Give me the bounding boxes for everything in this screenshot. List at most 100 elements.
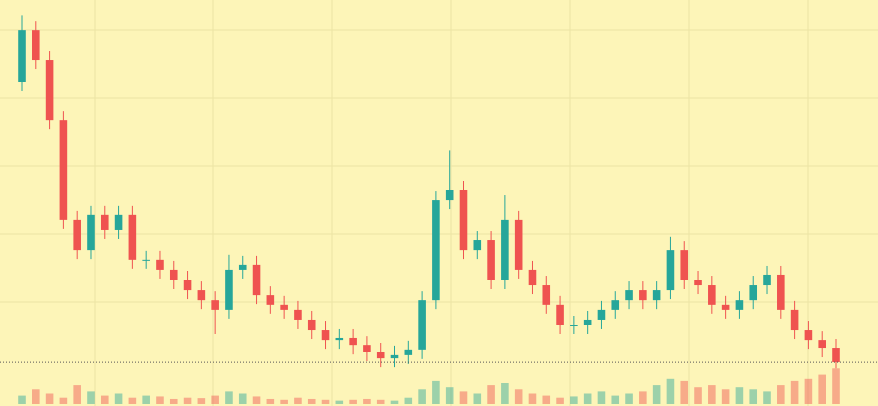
volume-bar (156, 396, 164, 404)
candle-body (804, 330, 813, 341)
candle-body (432, 200, 440, 301)
candle-body (542, 285, 551, 305)
volume-bar (501, 383, 509, 404)
volume-bar (473, 393, 482, 404)
candle-body (252, 264, 261, 296)
volume-bar (18, 395, 26, 404)
candle-body (169, 269, 178, 280)
candle-body (556, 304, 564, 325)
volume-bar (321, 399, 330, 404)
candle-body (376, 352, 385, 359)
volume-bar (583, 393, 592, 404)
candle-body (528, 269, 537, 286)
volume-bar (238, 393, 247, 404)
candle-body (87, 214, 95, 251)
candle-body (680, 250, 689, 280)
candle-body (280, 304, 288, 310)
volume-bar (404, 397, 413, 404)
candle-body (625, 290, 633, 301)
volume-bar (349, 399, 357, 404)
candle-body (459, 190, 468, 251)
candle-body (156, 259, 164, 270)
candle-body (652, 290, 661, 301)
candle-body (639, 290, 647, 301)
volume-bar (390, 400, 399, 404)
candle-body (570, 325, 578, 326)
candle-body (445, 190, 454, 201)
candle-body (73, 219, 81, 251)
volume-bar (211, 395, 219, 404)
candle-body (114, 214, 123, 230)
volume-bar (59, 397, 68, 404)
candle-body (597, 309, 606, 320)
candle-body (100, 214, 109, 230)
candle-body (487, 240, 495, 280)
volume-bar (100, 395, 109, 404)
candle-body (418, 300, 426, 350)
volume-bar (128, 397, 137, 404)
candle-body (721, 304, 730, 310)
volume-bar (790, 380, 799, 404)
volume-bar (87, 391, 95, 404)
candle-body (59, 120, 68, 220)
volume-bar (418, 389, 426, 404)
candle-body (583, 319, 592, 325)
volume-bar (528, 393, 537, 404)
volume-bar (142, 395, 150, 404)
volume-bar (694, 387, 702, 404)
candle-body (142, 259, 150, 261)
volume-bar (169, 398, 178, 404)
volume-bar (225, 391, 233, 404)
candle-body (349, 337, 357, 346)
candle-body (666, 250, 675, 291)
volume-bar (335, 400, 344, 404)
volume-bar (763, 391, 771, 404)
candle-body (183, 280, 192, 291)
candle-body (294, 309, 302, 320)
candle-body (790, 309, 799, 331)
volume-bar (666, 378, 675, 404)
candle-body (45, 60, 54, 121)
candle-body (18, 30, 26, 82)
volume-bar (804, 378, 813, 404)
volume-bar (708, 385, 716, 404)
candle-body (818, 340, 826, 349)
candle-body (735, 300, 744, 310)
candle-body (225, 269, 233, 310)
volume-bar (445, 387, 454, 404)
candle-body (390, 354, 399, 359)
volume-bar (556, 397, 564, 404)
volume-bar (363, 398, 371, 404)
candle-body (307, 319, 316, 331)
volume-bar (570, 396, 578, 404)
candle-body (128, 214, 137, 260)
volume-bar (266, 398, 275, 404)
volume-bar (542, 395, 551, 404)
volume-bar (294, 397, 302, 404)
candle-body (404, 349, 413, 355)
volume-bar (280, 399, 288, 404)
volume-bar (307, 398, 316, 404)
candle-body (266, 295, 275, 305)
candle-body (211, 300, 219, 310)
candle-body (197, 290, 206, 301)
volume-bar (680, 380, 689, 404)
volume-bar (832, 368, 840, 404)
candle-body (514, 219, 523, 270)
candle-body (473, 240, 482, 251)
volume-bar (611, 395, 620, 404)
candle-body (777, 274, 785, 310)
candle-body (238, 264, 247, 270)
candle-body (763, 274, 771, 286)
volume-bar (639, 391, 647, 404)
volume-bar (45, 393, 54, 404)
candle-body (832, 348, 840, 363)
volume-bar (514, 389, 523, 404)
volume-bar (777, 385, 785, 404)
candle-body (335, 337, 344, 341)
volume-bar (197, 398, 206, 404)
volume-bar (73, 385, 81, 404)
candle-body (32, 30, 40, 61)
volume-bar (735, 387, 744, 404)
candle-body (321, 330, 330, 341)
